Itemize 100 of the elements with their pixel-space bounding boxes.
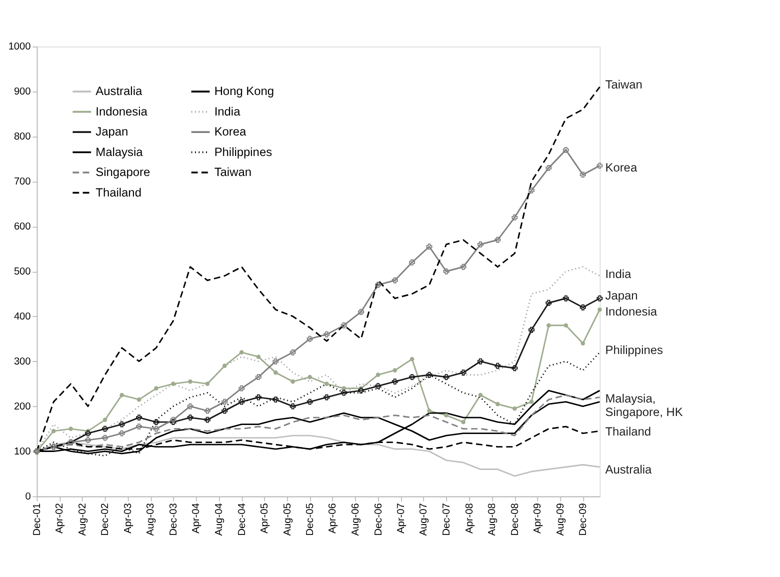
point	[68, 426, 73, 431]
point	[546, 164, 552, 171]
point	[238, 385, 245, 392]
point	[598, 307, 602, 312]
legend-label: Hong Kong	[214, 84, 274, 98]
point	[204, 416, 210, 423]
point	[376, 372, 380, 377]
point	[528, 187, 534, 194]
point	[308, 374, 312, 380]
point	[255, 374, 262, 380]
point	[461, 420, 466, 424]
point	[136, 414, 142, 421]
point	[444, 413, 448, 418]
point	[427, 408, 432, 413]
point	[187, 403, 194, 410]
point	[546, 300, 552, 306]
point	[256, 354, 261, 359]
point	[324, 382, 329, 386]
point	[596, 162, 603, 169]
point	[136, 424, 142, 430]
point	[529, 400, 534, 404]
y-tick-label: 800	[14, 132, 32, 143]
annotation: Korea	[605, 160, 638, 175]
point	[340, 322, 347, 328]
y-tick-label: 600	[14, 222, 32, 233]
point	[564, 323, 568, 328]
point	[222, 364, 227, 368]
annotation: Taiwan	[605, 77, 642, 92]
x-tick-label: Dec-08	[510, 502, 521, 536]
point	[272, 396, 279, 403]
point	[188, 379, 192, 384]
point	[358, 388, 364, 394]
point	[272, 358, 279, 364]
legend-label: Australia	[96, 84, 142, 98]
legend-label: Taiwan	[214, 165, 252, 180]
point	[426, 244, 432, 250]
x-tick-label: Apr-03	[122, 502, 134, 534]
annotation: Malaysia, Singapore, HK	[605, 391, 683, 420]
point	[478, 392, 483, 398]
point	[562, 295, 569, 302]
point	[222, 408, 228, 414]
x-tick-label: Aug-03	[146, 502, 157, 536]
point	[306, 398, 313, 405]
point	[171, 382, 176, 386]
x-tick-label: Aug-07	[418, 502, 430, 536]
point	[120, 392, 124, 398]
x-tick-label: Dec-03	[168, 502, 180, 536]
point	[460, 370, 466, 376]
y-tick-label: 1000	[8, 42, 32, 53]
point	[170, 416, 176, 423]
legend-label: Thailand	[96, 185, 142, 200]
point	[478, 241, 484, 248]
point	[494, 236, 501, 243]
y-tick-label: 700	[14, 176, 32, 188]
x-tick-label: Aug-06	[350, 502, 362, 536]
legend-label: Malaysia	[96, 144, 144, 159]
point	[409, 259, 416, 266]
point	[51, 428, 56, 434]
point	[102, 418, 108, 422]
point	[255, 394, 262, 400]
y-tick-label: 400	[14, 312, 32, 323]
x-tick-label: Dec-07	[441, 502, 452, 536]
point	[512, 406, 517, 411]
point	[342, 386, 346, 390]
x-tick-label: Dec-04	[236, 502, 248, 536]
point	[426, 372, 432, 378]
x-tick-label: Dec-09	[578, 502, 590, 536]
point	[306, 336, 313, 342]
point	[392, 378, 398, 385]
y-tick-label: 100	[14, 446, 32, 458]
x-tick-label: Apr-02	[54, 502, 66, 534]
x-tick-label: Dec-05	[305, 502, 316, 536]
point	[409, 374, 416, 380]
point	[222, 398, 228, 405]
point	[85, 430, 91, 436]
x-tick-label: Aug-04	[214, 502, 226, 536]
x-tick-label: Aug-02	[77, 502, 88, 536]
legend-label: Singapore	[96, 165, 150, 180]
legend-label: Korea	[214, 124, 247, 139]
annotation: Philippines	[605, 342, 663, 357]
point	[187, 414, 194, 421]
point	[494, 362, 501, 369]
point	[154, 386, 158, 390]
point	[528, 326, 534, 333]
point	[443, 268, 450, 274]
point	[580, 341, 586, 346]
x-tick-label: Apr-04	[191, 502, 202, 534]
legend-label: Indonesia	[96, 104, 148, 118]
annotation: Thailand	[605, 424, 652, 439]
point	[290, 349, 296, 356]
point	[239, 350, 244, 354]
point	[392, 368, 398, 372]
point	[358, 308, 364, 315]
y-tick-label: 200	[14, 402, 32, 413]
x-tick-label: Apr-09	[532, 502, 544, 534]
x-tick-label: Apr-05	[259, 502, 270, 534]
x-tick-label: Aug-09	[555, 502, 566, 536]
annotation: Australia	[605, 462, 652, 476]
point	[170, 419, 176, 426]
point	[580, 304, 586, 310]
